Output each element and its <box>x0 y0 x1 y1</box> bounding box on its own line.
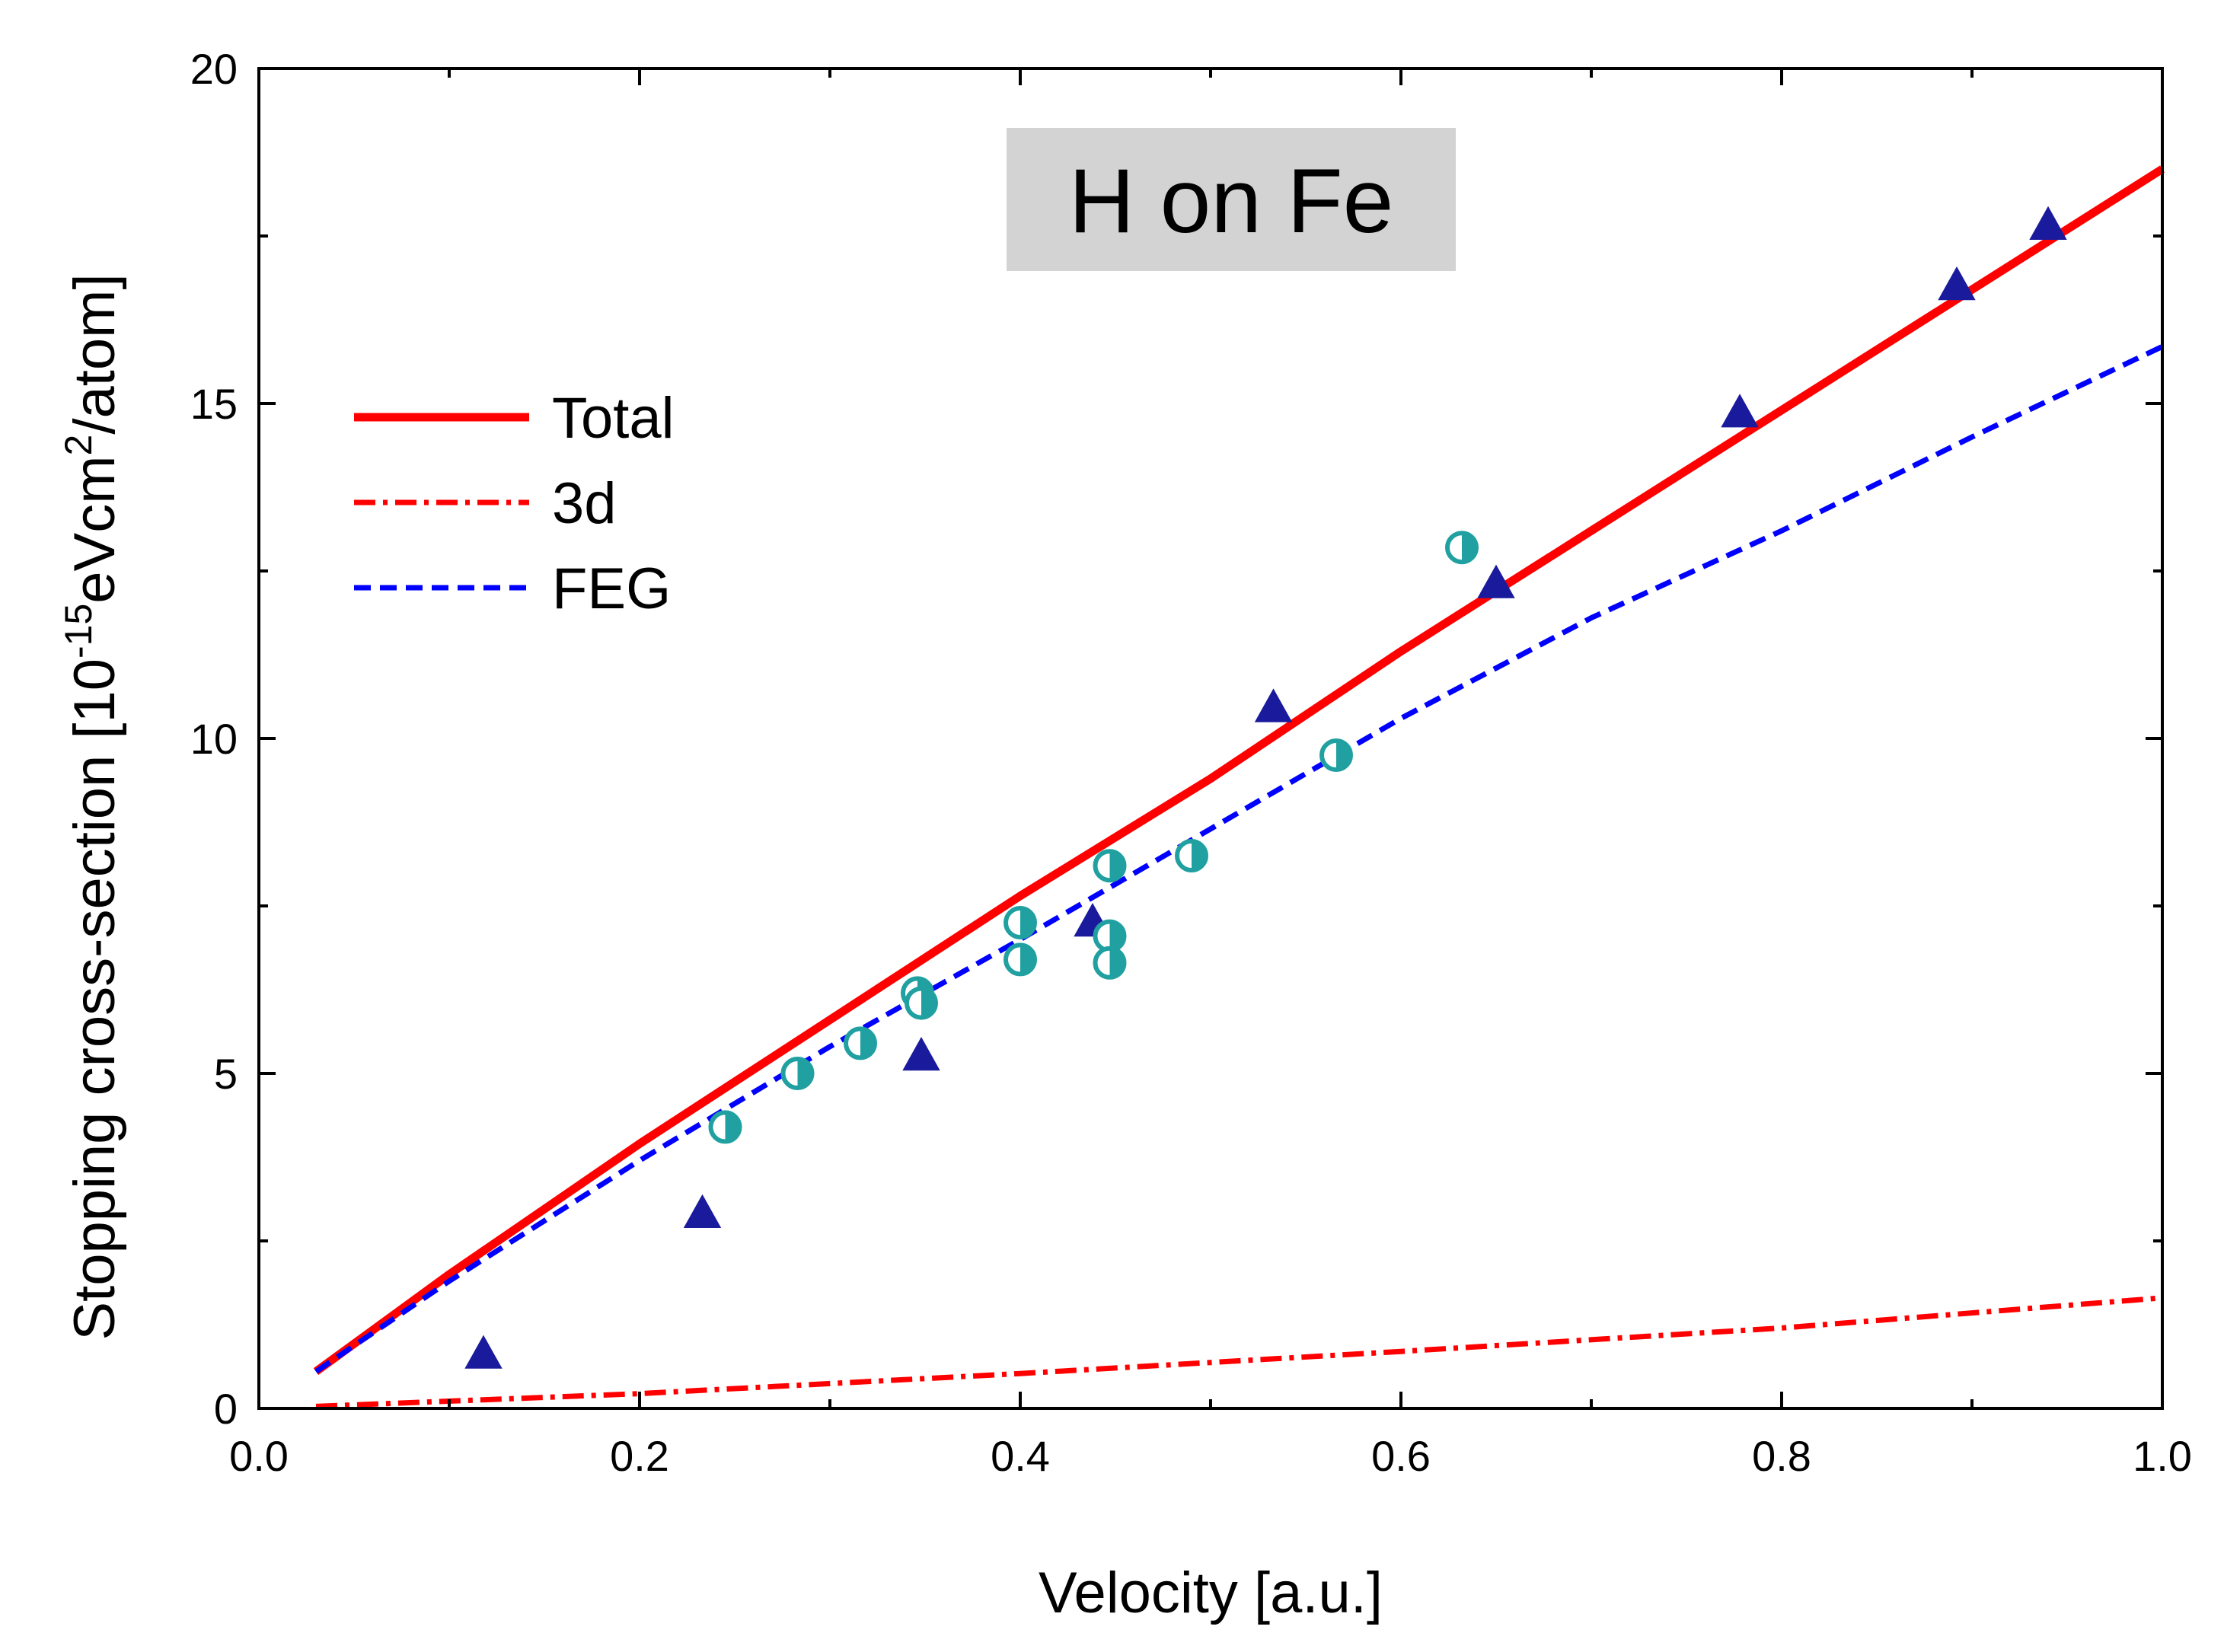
legend-label-3d: 3d <box>552 471 617 536</box>
half-filled-circle-marker <box>905 986 938 1020</box>
y-axis-title-middle: eVcm <box>62 455 127 603</box>
y-axis-title-prefix: Stopping cross-section [10 <box>62 659 127 1341</box>
marker-fill <box>860 1029 875 1058</box>
half-filled-circle-marker <box>1004 942 1037 977</box>
y-axis-title-suffix: /atom] <box>62 273 127 434</box>
legend-label-feg: FEG <box>552 557 671 621</box>
x-tick-label: 1.0 <box>2133 1432 2192 1480</box>
x-tick-label: 0.6 <box>1371 1432 1431 1480</box>
half-filled-circle-marker <box>1093 919 1127 953</box>
marker-fill <box>1336 741 1351 770</box>
y-tick-label: 5 <box>214 1050 238 1098</box>
marker-fill <box>1109 921 1125 951</box>
series-line-3d <box>315 1295 2163 1409</box>
triangle-marker <box>1254 688 1293 722</box>
y-axis-title: Stopping cross-section [10-15eVcm2/atom] <box>57 273 127 1340</box>
y-axis-title-exp1: -15 <box>57 604 100 659</box>
half-filled-circle-marker <box>1445 531 1479 565</box>
triangle-marker <box>1477 564 1515 598</box>
series-line-feg <box>314 344 2164 1374</box>
marker-fill <box>1109 851 1125 881</box>
half-filled-circle-marker <box>1004 906 1037 939</box>
triangle-marker <box>1938 266 1976 301</box>
marker-layer <box>464 206 2067 1369</box>
annotation: H on Fe <box>1007 128 1456 271</box>
annotation-box <box>1007 128 1456 271</box>
legend-label-total: Total <box>552 386 675 451</box>
y-tick-label: 0 <box>214 1385 238 1433</box>
x-tick-label: 0.0 <box>229 1432 289 1480</box>
x-axis-title: Velocity [a.u.] <box>1039 1561 1383 1625</box>
annotation-text: H on Fe <box>1069 150 1394 252</box>
triangle-marker <box>464 1335 503 1369</box>
triangle-marker <box>2029 206 2067 240</box>
marker-fill <box>921 988 936 1018</box>
marker-fill <box>1020 908 1035 937</box>
marker-fill <box>797 1059 812 1088</box>
x-tick-label: 0.8 <box>1752 1432 1811 1480</box>
marker-fill <box>725 1112 740 1142</box>
marker-fill <box>1192 841 1206 870</box>
half-filled-circle-marker <box>708 1110 742 1144</box>
x-tick-label: 0.4 <box>991 1432 1050 1480</box>
y-tick-label: 10 <box>190 715 238 763</box>
half-filled-circle-marker <box>1175 839 1208 872</box>
y-tick-label: 15 <box>190 380 238 428</box>
y-axis-title-exp2: 2 <box>57 435 100 456</box>
x-tick-label: 0.2 <box>610 1432 669 1480</box>
marker-fill <box>1109 948 1125 977</box>
half-filled-circle-marker <box>780 1057 815 1090</box>
triangle-marker <box>902 1037 940 1071</box>
series-layer <box>313 165 2165 1409</box>
y-tick-label: 20 <box>190 45 238 93</box>
series-line-total <box>313 165 2165 1376</box>
marker-fill <box>1462 533 1477 563</box>
marker-fill <box>1020 945 1035 974</box>
triangle-marker <box>683 1194 722 1228</box>
half-filled-circle-marker <box>844 1026 877 1060</box>
half-filled-circle-marker <box>1093 849 1127 883</box>
half-filled-circle-marker <box>1319 738 1353 772</box>
legend: Total 3d FEG <box>354 386 675 621</box>
half-filled-circle-marker <box>1093 946 1127 980</box>
triangle-marker <box>1721 394 1759 428</box>
tick-layer: 0.0 0.2 0.4 0.6 0.8 1.0 0 5 10 15 20 <box>190 45 2192 1480</box>
